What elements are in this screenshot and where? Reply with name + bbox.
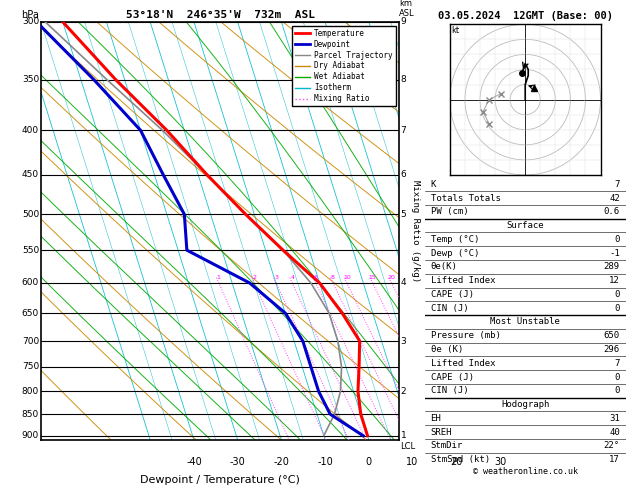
Text: StmDir: StmDir — [431, 441, 463, 451]
Text: 400: 400 — [22, 126, 39, 135]
Text: CAPE (J): CAPE (J) — [431, 290, 474, 299]
Text: 22°: 22° — [604, 441, 620, 451]
Text: 0: 0 — [615, 235, 620, 244]
Text: km
ASL: km ASL — [399, 0, 415, 17]
Text: 9: 9 — [401, 17, 406, 26]
Text: -40: -40 — [186, 456, 202, 467]
Text: 7: 7 — [615, 180, 620, 189]
Text: 10: 10 — [406, 456, 419, 467]
Text: 350: 350 — [22, 75, 39, 85]
Text: Lifted Index: Lifted Index — [431, 276, 495, 285]
Text: 850: 850 — [22, 410, 39, 418]
Text: -1: -1 — [609, 249, 620, 258]
Text: -30: -30 — [230, 456, 245, 467]
Text: 6: 6 — [401, 170, 406, 179]
Text: θe (K): θe (K) — [431, 345, 463, 354]
Text: K: K — [431, 180, 436, 189]
Text: 500: 500 — [22, 210, 39, 219]
Text: 800: 800 — [22, 387, 39, 396]
Text: 7: 7 — [615, 359, 620, 368]
Text: 8: 8 — [331, 275, 335, 279]
Text: 0: 0 — [615, 386, 620, 395]
Text: 550: 550 — [22, 246, 39, 255]
Text: Hodograph: Hodograph — [501, 400, 549, 409]
Text: Dewpoint / Temperature (°C): Dewpoint / Temperature (°C) — [140, 475, 300, 486]
Text: 30: 30 — [494, 456, 506, 467]
Text: Mixing Ratio (g/kg): Mixing Ratio (g/kg) — [411, 180, 420, 282]
Text: EH: EH — [431, 414, 442, 423]
Text: 600: 600 — [22, 278, 39, 287]
Text: 6: 6 — [314, 275, 318, 279]
Text: 15: 15 — [369, 275, 376, 279]
Text: 750: 750 — [22, 363, 39, 371]
Text: 3: 3 — [401, 336, 406, 346]
Text: Totals Totals: Totals Totals — [431, 193, 501, 203]
Text: 2: 2 — [401, 387, 406, 396]
Text: kt: kt — [452, 26, 460, 35]
Text: CAPE (J): CAPE (J) — [431, 373, 474, 382]
Text: 31: 31 — [609, 414, 620, 423]
Text: hPa: hPa — [21, 10, 39, 20]
Text: 12: 12 — [609, 276, 620, 285]
Text: 20: 20 — [450, 456, 462, 467]
Text: 0: 0 — [365, 456, 372, 467]
Text: 5: 5 — [401, 210, 406, 219]
Text: Most Unstable: Most Unstable — [490, 317, 560, 327]
Text: Dewp (°C): Dewp (°C) — [431, 249, 479, 258]
Title: 53°18'N  246°35'W  732m  ASL: 53°18'N 246°35'W 732m ASL — [126, 10, 314, 20]
Text: 1: 1 — [401, 431, 406, 440]
Text: 2: 2 — [252, 275, 256, 279]
Text: 300: 300 — [22, 17, 39, 26]
Text: CIN (J): CIN (J) — [431, 304, 468, 312]
Text: 0: 0 — [615, 373, 620, 382]
Text: 1: 1 — [217, 275, 221, 279]
Text: 40: 40 — [609, 428, 620, 436]
Text: 650: 650 — [604, 331, 620, 340]
Text: PW (cm): PW (cm) — [431, 208, 468, 216]
Text: 42: 42 — [609, 193, 620, 203]
Text: 17: 17 — [609, 455, 620, 464]
Text: LCL: LCL — [401, 442, 416, 451]
Text: 450: 450 — [22, 170, 39, 179]
Text: Pressure (mb): Pressure (mb) — [431, 331, 501, 340]
Legend: Temperature, Dewpoint, Parcel Trajectory, Dry Adiabat, Wet Adiabat, Isotherm, Mi: Temperature, Dewpoint, Parcel Trajectory… — [292, 26, 396, 106]
Text: 0: 0 — [615, 304, 620, 312]
Text: Lifted Index: Lifted Index — [431, 359, 495, 368]
Text: 0: 0 — [615, 290, 620, 299]
Text: -10: -10 — [317, 456, 333, 467]
Text: 296: 296 — [604, 345, 620, 354]
Text: 289: 289 — [604, 262, 620, 271]
Text: StmSpd (kt): StmSpd (kt) — [431, 455, 490, 464]
Text: 4: 4 — [290, 275, 294, 279]
Text: 650: 650 — [22, 309, 39, 317]
Text: 03.05.2024  12GMT (Base: 00): 03.05.2024 12GMT (Base: 00) — [438, 11, 613, 21]
Text: Surface: Surface — [506, 221, 544, 230]
Text: 8: 8 — [401, 75, 406, 85]
Text: CIN (J): CIN (J) — [431, 386, 468, 395]
Text: 7: 7 — [401, 126, 406, 135]
Text: SREH: SREH — [431, 428, 452, 436]
Text: -20: -20 — [274, 456, 289, 467]
Text: 700: 700 — [22, 336, 39, 346]
Text: 900: 900 — [22, 431, 39, 440]
Text: 0.6: 0.6 — [604, 208, 620, 216]
Text: 4: 4 — [401, 278, 406, 287]
Text: 10: 10 — [343, 275, 350, 279]
Text: © weatheronline.co.uk: © weatheronline.co.uk — [473, 467, 577, 476]
Text: 3: 3 — [274, 275, 278, 279]
Text: Temp (°C): Temp (°C) — [431, 235, 479, 244]
Text: θe(K): θe(K) — [431, 262, 457, 271]
Text: 20: 20 — [387, 275, 396, 279]
